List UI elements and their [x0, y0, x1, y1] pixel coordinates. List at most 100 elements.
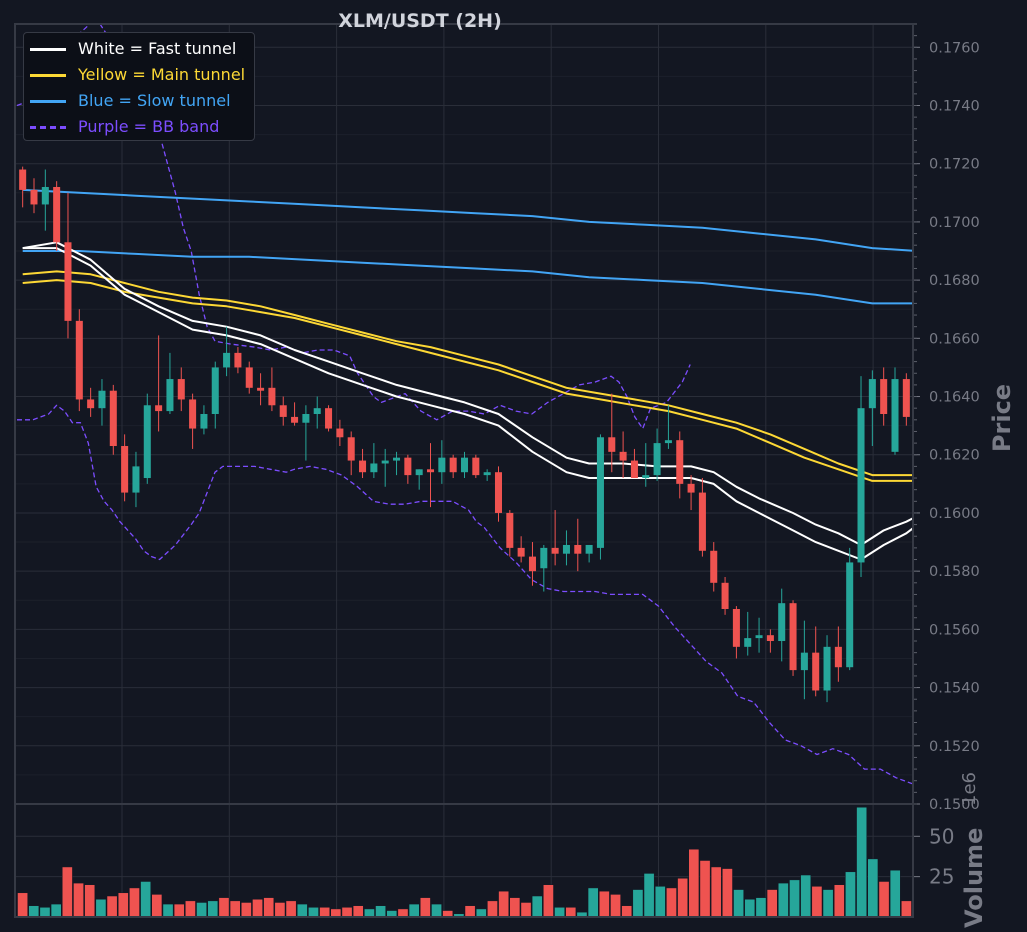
volume-bar [744, 898, 756, 918]
candle-body [64, 242, 72, 321]
candle-body [325, 408, 333, 429]
volume-bar [822, 889, 834, 918]
price-tick-label: 0.1720 [929, 157, 980, 173]
candle-body [460, 457, 469, 473]
candle-body [415, 469, 423, 476]
volume-bar [800, 874, 812, 918]
volume-axis: 25 50 Volume 1e6 [913, 772, 988, 928]
candle-body [755, 635, 763, 639]
volume-bar [375, 905, 386, 918]
volume-bar [285, 900, 297, 918]
volume-bar [699, 860, 711, 918]
volume-bar [140, 881, 151, 918]
candle-body [642, 475, 650, 479]
candle-body [449, 457, 457, 473]
volume-bar [185, 900, 196, 918]
main-tunnel-upper-line [22, 270, 913, 477]
volume-bar [531, 895, 543, 918]
volume-bar [151, 894, 163, 918]
price-tick-label: 0.1680 [929, 273, 980, 289]
volume-bar [173, 903, 185, 918]
candle-body [687, 483, 695, 493]
candle-body [336, 428, 344, 438]
volume-bar [677, 878, 688, 918]
volume-bar [587, 887, 599, 918]
volume-bar [498, 890, 509, 918]
candle-body [494, 472, 502, 513]
volume-bar [789, 879, 800, 918]
volume-panel-frame [14, 803, 914, 918]
volume-bar [352, 905, 364, 918]
volume-bar [263, 897, 275, 918]
candle-body [902, 379, 910, 417]
candle-body [698, 492, 706, 551]
candle-body [381, 460, 389, 464]
candle-body [189, 399, 197, 429]
candle-body [211, 367, 219, 414]
price-panel [15, 24, 913, 917]
price-tick-label: 0.1740 [929, 98, 980, 114]
volume-bar [39, 907, 51, 918]
volume-bar [543, 884, 554, 918]
candle-body [347, 437, 355, 461]
price-tick-label: 0.1640 [929, 390, 980, 406]
candle-body [744, 638, 752, 647]
main-tunnel-lower-line [22, 279, 913, 482]
volume-bar [397, 908, 409, 918]
fast-tunnel-lower-line [22, 247, 913, 561]
volume-bar [408, 903, 420, 918]
volume-bar [106, 895, 118, 918]
candle-body [109, 390, 117, 447]
candle-body [30, 189, 38, 205]
volume-bar [722, 868, 733, 918]
volume-bar [778, 882, 789, 918]
candle-body [653, 443, 661, 476]
volume-bar [901, 900, 912, 918]
candle-body [245, 367, 253, 388]
candle-body [257, 387, 265, 391]
candle-body [710, 550, 718, 583]
legend-label-main: Yellow = Main tunnel [78, 65, 246, 84]
candle-body [778, 603, 786, 642]
candle-body [528, 556, 536, 572]
volume-bar [28, 905, 40, 918]
candle-body [800, 652, 808, 671]
candle-body [846, 562, 854, 668]
volume-bar [241, 902, 252, 918]
volume-bar [487, 900, 498, 918]
volume-bar [632, 889, 644, 918]
price-tick-label: 0.1700 [929, 215, 980, 231]
volume-bar [330, 908, 342, 918]
volume-bar [117, 892, 129, 918]
volume-bar [710, 866, 722, 918]
candle-body [359, 460, 367, 473]
candle-body [121, 446, 129, 493]
legend-label-slow: Blue = Slow tunnel [78, 91, 231, 110]
price-axis-label: Price [988, 384, 1016, 452]
candle-body [279, 405, 287, 417]
price-tick-label: 0.1540 [929, 681, 980, 697]
fast-tunnel-upper-line [22, 241, 913, 546]
volume-bar [654, 886, 666, 918]
price-tick-label: 0.1760 [929, 40, 980, 56]
candle-body [880, 379, 888, 414]
volume-bar [17, 892, 28, 918]
candle-body [664, 440, 672, 444]
candle-body [19, 169, 27, 190]
volume-bar [621, 905, 633, 918]
volume-bars [17, 806, 912, 918]
candle-body [438, 457, 446, 473]
volume-axis-label: Volume [960, 828, 988, 928]
candle-body [891, 379, 899, 452]
candle-body [834, 646, 842, 668]
candle-body [200, 414, 208, 429]
legend-swatch-bb [30, 126, 66, 129]
candle-body [585, 544, 593, 554]
candle-body [166, 379, 174, 412]
volume-bar [420, 897, 431, 918]
slow-tunnel-lower-line [22, 250, 913, 305]
candle-body [766, 635, 774, 642]
volume-bar [520, 902, 532, 918]
candle-body [540, 547, 548, 569]
